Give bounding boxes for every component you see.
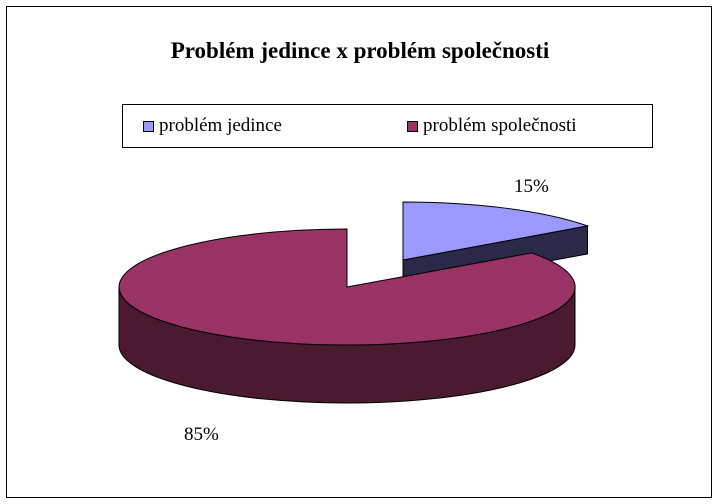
legend-label-jedince: problém jedince bbox=[159, 115, 282, 136]
chart-legend: problém jedince problém společnosti bbox=[122, 104, 653, 148]
data-label-spolecnosti: 85% bbox=[184, 424, 219, 445]
chart-title: Problém jedince x problém společnosti bbox=[170, 38, 550, 63]
pie-slice-jedince bbox=[402, 201, 590, 261]
legend-label-spolecnosti: problém společnosti bbox=[423, 115, 577, 136]
legend-entry-spolecnosti: problém společnosti bbox=[407, 115, 577, 137]
pie-slice-spolecnosti bbox=[118, 228, 576, 346]
data-label-jedince: 15% bbox=[514, 176, 549, 197]
legend-swatch-spolecnosti bbox=[407, 120, 418, 132]
legend-swatch-jedince bbox=[143, 120, 154, 132]
chart-frame bbox=[6, 6, 712, 498]
legend-entry-jedince: problém jedince bbox=[143, 115, 282, 137]
